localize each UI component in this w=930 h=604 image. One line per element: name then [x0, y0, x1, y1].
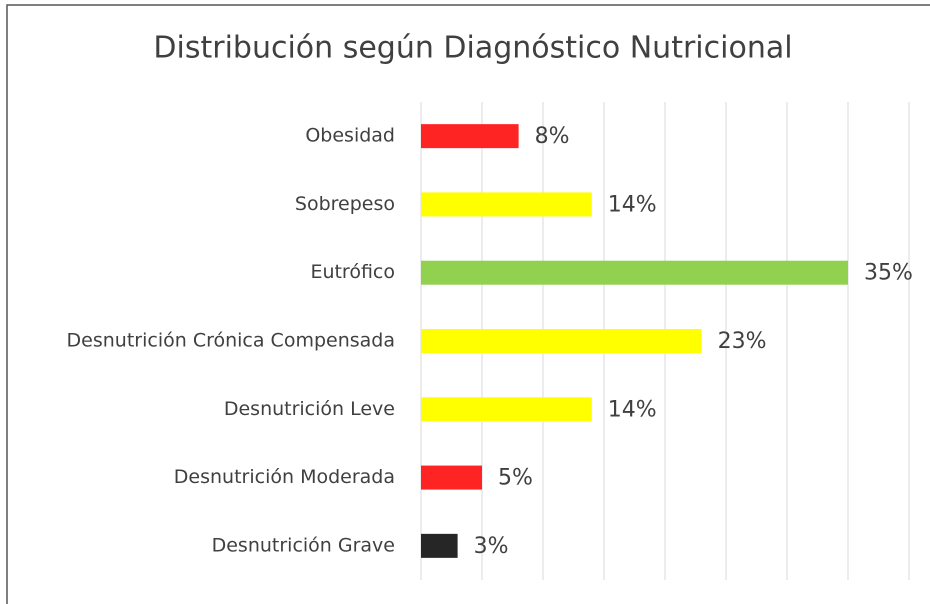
bar: [421, 260, 848, 285]
data-label: 23%: [718, 329, 767, 354]
y-tick-label: Desnutrición Moderada: [174, 466, 395, 488]
y-tick-label: Desnutrición Grave: [212, 534, 395, 556]
y-tick-label: Desnutrición Leve: [224, 398, 395, 420]
y-tick-label: Desnutrición Crónica Compensada: [67, 330, 395, 352]
bar: [421, 533, 458, 558]
data-label: 5%: [498, 466, 533, 491]
chart-frame: [6, 4, 930, 604]
data-label: 8%: [535, 124, 570, 149]
bar: [421, 124, 519, 149]
y-tick-label: Sobrepeso: [295, 193, 395, 215]
bar: [421, 192, 592, 217]
data-label: 14%: [608, 192, 657, 217]
bar: [421, 397, 592, 422]
data-label: 35%: [864, 261, 913, 286]
y-tick-label: Eutrófico: [310, 261, 395, 283]
data-label: 3%: [474, 534, 509, 559]
bar: [421, 465, 482, 490]
y-tick-label: Obesidad: [305, 125, 395, 147]
chart-title: Distribución según Diagnóstico Nutricion…: [153, 31, 792, 66]
data-label: 14%: [608, 397, 657, 422]
bar: [421, 329, 702, 353]
